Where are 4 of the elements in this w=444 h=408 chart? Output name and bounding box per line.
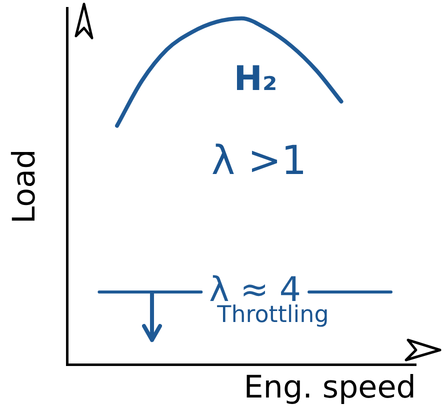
y-axis-title: Load xyxy=(6,149,43,224)
annotation: λ >1 xyxy=(211,138,307,184)
annotation: H₂ xyxy=(234,59,278,100)
x-axis-title: Eng. speed xyxy=(244,369,416,406)
